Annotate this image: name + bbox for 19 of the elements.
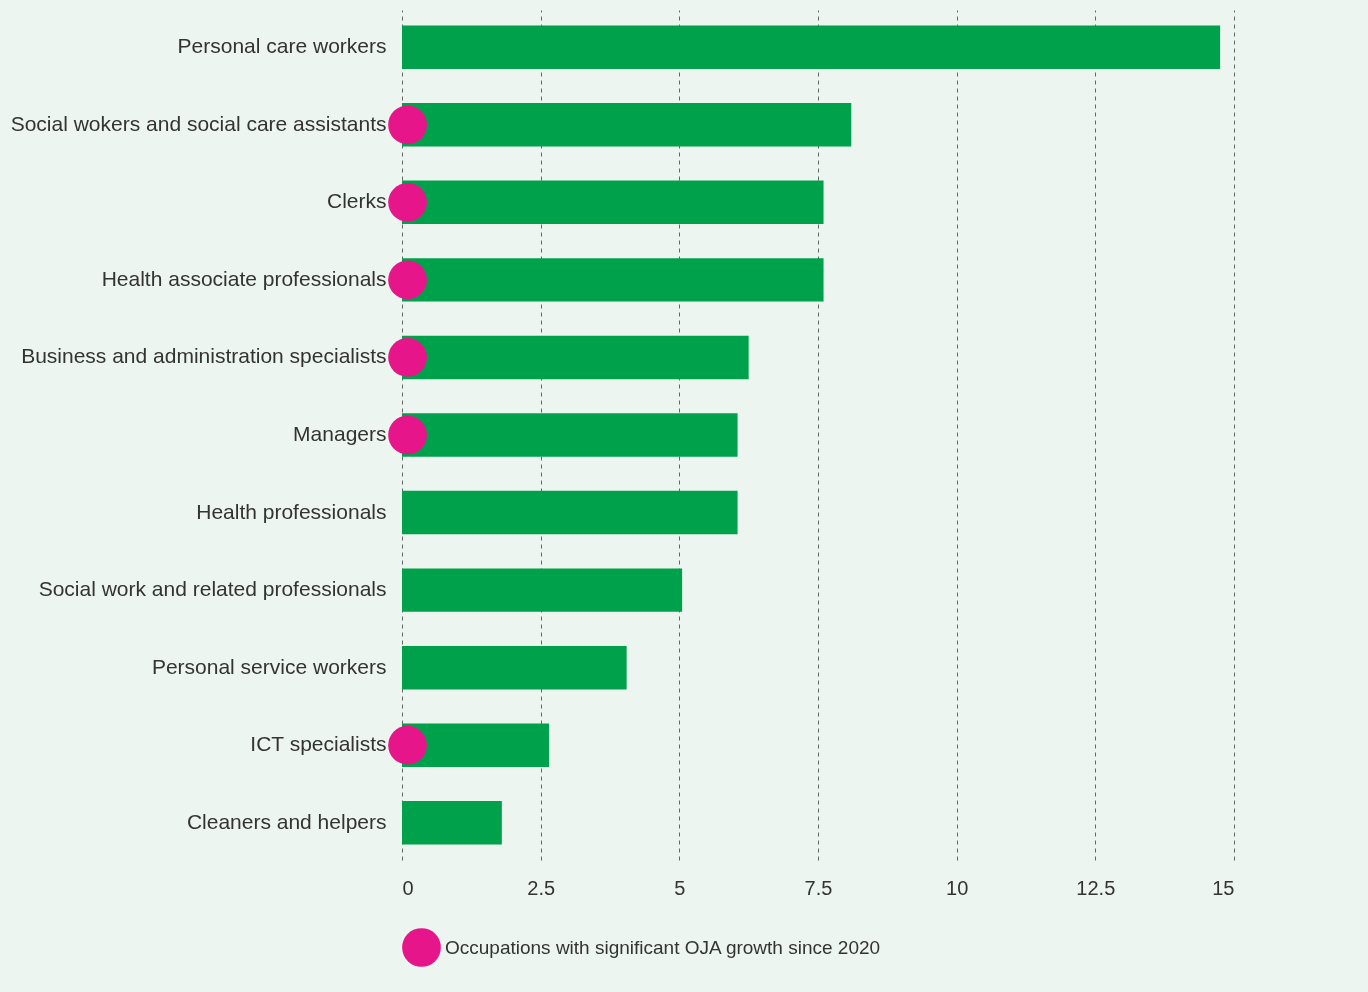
x-tick-label: 15 [1212, 876, 1235, 899]
y-tick-label: Managers [293, 422, 387, 445]
y-tick-label: Health professionals [196, 499, 387, 523]
y-tick-label: Cleaners and helpers [186, 809, 387, 833]
x-tick-label: 7.5 [804, 876, 833, 899]
y-tick-label: Clerks [326, 189, 387, 213]
y-tick-label: Personal service workers [151, 654, 387, 678]
x-tick-label: 2.5 [527, 876, 556, 899]
y-tick-label: Personal care workers [177, 34, 387, 58]
y-tick-label: Business and administration specialists [21, 344, 387, 368]
x-tick-label: 12.5 [1076, 876, 1116, 899]
y-tick-label: ICT specialists [250, 732, 387, 756]
y-tick-label: Social wokers and social care assistants [10, 111, 387, 135]
x-tick-label: 5 [674, 876, 686, 899]
x-tick-label: 0 [402, 876, 414, 899]
y-tick-label: Health associate professionals [101, 266, 387, 290]
legend-label: Occupations with significant OJA growth since 2020 [445, 936, 881, 958]
y-tick-label: Social work and related professionals [38, 577, 387, 601]
x-tick-label: 10 [946, 876, 969, 899]
